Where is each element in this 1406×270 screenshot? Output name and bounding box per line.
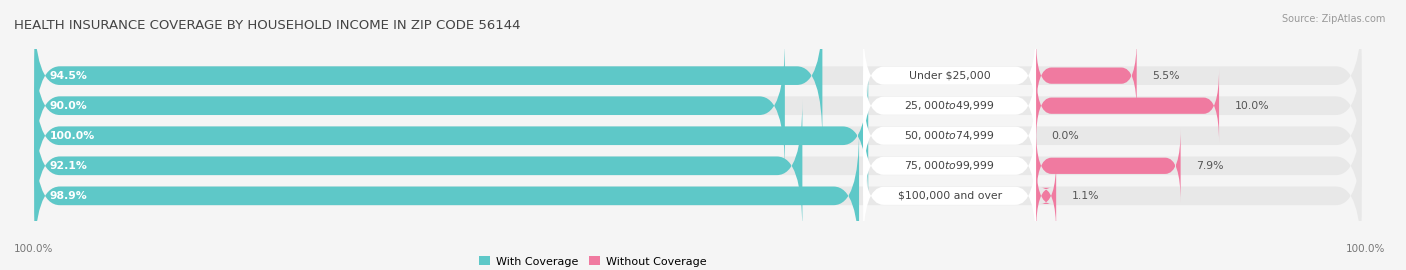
FancyBboxPatch shape — [863, 25, 1036, 127]
Text: $25,000 to $49,999: $25,000 to $49,999 — [904, 99, 995, 112]
Text: 5.5%: 5.5% — [1152, 71, 1180, 81]
Legend: With Coverage, Without Coverage: With Coverage, Without Coverage — [475, 252, 711, 270]
Text: 98.9%: 98.9% — [49, 191, 87, 201]
FancyBboxPatch shape — [34, 10, 1361, 141]
Text: 100.0%: 100.0% — [1346, 244, 1385, 254]
Text: 92.1%: 92.1% — [49, 161, 87, 171]
Text: 7.9%: 7.9% — [1197, 161, 1223, 171]
Text: 100.0%: 100.0% — [49, 131, 94, 141]
FancyBboxPatch shape — [1036, 159, 1056, 233]
Text: 94.5%: 94.5% — [49, 71, 87, 81]
FancyBboxPatch shape — [34, 100, 803, 232]
Text: HEALTH INSURANCE COVERAGE BY HOUSEHOLD INCOME IN ZIP CODE 56144: HEALTH INSURANCE COVERAGE BY HOUSEHOLD I… — [14, 19, 520, 32]
FancyBboxPatch shape — [1036, 129, 1181, 203]
FancyBboxPatch shape — [34, 100, 1361, 232]
FancyBboxPatch shape — [34, 130, 859, 262]
Text: 10.0%: 10.0% — [1234, 101, 1270, 111]
FancyBboxPatch shape — [863, 145, 1036, 247]
Text: $75,000 to $99,999: $75,000 to $99,999 — [904, 159, 995, 172]
Text: $50,000 to $74,999: $50,000 to $74,999 — [904, 129, 995, 142]
FancyBboxPatch shape — [34, 70, 1361, 202]
FancyBboxPatch shape — [863, 115, 1036, 217]
FancyBboxPatch shape — [34, 40, 1361, 171]
Text: 100.0%: 100.0% — [14, 244, 53, 254]
FancyBboxPatch shape — [863, 85, 1036, 187]
Text: Under $25,000: Under $25,000 — [908, 71, 990, 81]
FancyBboxPatch shape — [34, 40, 785, 171]
FancyBboxPatch shape — [1036, 69, 1219, 143]
FancyBboxPatch shape — [34, 70, 869, 202]
Text: 90.0%: 90.0% — [49, 101, 87, 111]
FancyBboxPatch shape — [34, 10, 823, 141]
FancyBboxPatch shape — [1036, 39, 1136, 113]
Text: 0.0%: 0.0% — [1052, 131, 1078, 141]
FancyBboxPatch shape — [34, 130, 1361, 262]
Text: 1.1%: 1.1% — [1071, 191, 1099, 201]
Text: $100,000 and over: $100,000 and over — [897, 191, 1001, 201]
Text: Source: ZipAtlas.com: Source: ZipAtlas.com — [1281, 14, 1385, 23]
FancyBboxPatch shape — [863, 55, 1036, 157]
